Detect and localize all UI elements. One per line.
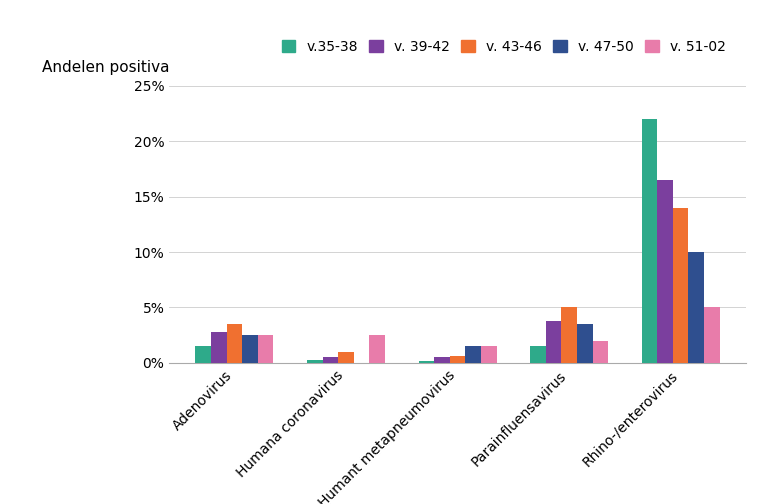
Bar bbox=[322, 357, 338, 363]
Bar bbox=[369, 335, 385, 363]
Bar bbox=[242, 335, 258, 363]
Bar bbox=[673, 208, 688, 363]
Bar bbox=[593, 341, 608, 363]
Legend: v.35-38, v. 39-42, v. 43-46, v. 47-50, v. 51-02: v.35-38, v. 39-42, v. 43-46, v. 47-50, v… bbox=[278, 37, 729, 57]
Bar bbox=[211, 332, 227, 363]
Bar bbox=[465, 346, 481, 363]
Bar bbox=[338, 352, 354, 363]
Bar bbox=[481, 346, 497, 363]
Bar bbox=[227, 324, 242, 363]
Bar bbox=[450, 356, 465, 363]
Bar bbox=[561, 307, 577, 363]
Bar bbox=[307, 359, 322, 363]
Bar bbox=[704, 307, 720, 363]
Bar bbox=[641, 119, 657, 363]
Bar bbox=[195, 346, 211, 363]
Bar bbox=[418, 361, 434, 363]
Bar bbox=[530, 346, 546, 363]
Bar bbox=[546, 321, 561, 363]
Bar bbox=[258, 335, 274, 363]
Bar bbox=[657, 180, 673, 363]
Bar bbox=[577, 324, 593, 363]
Bar bbox=[688, 252, 704, 363]
Text: Andelen positiva: Andelen positiva bbox=[42, 59, 170, 75]
Bar bbox=[434, 357, 450, 363]
